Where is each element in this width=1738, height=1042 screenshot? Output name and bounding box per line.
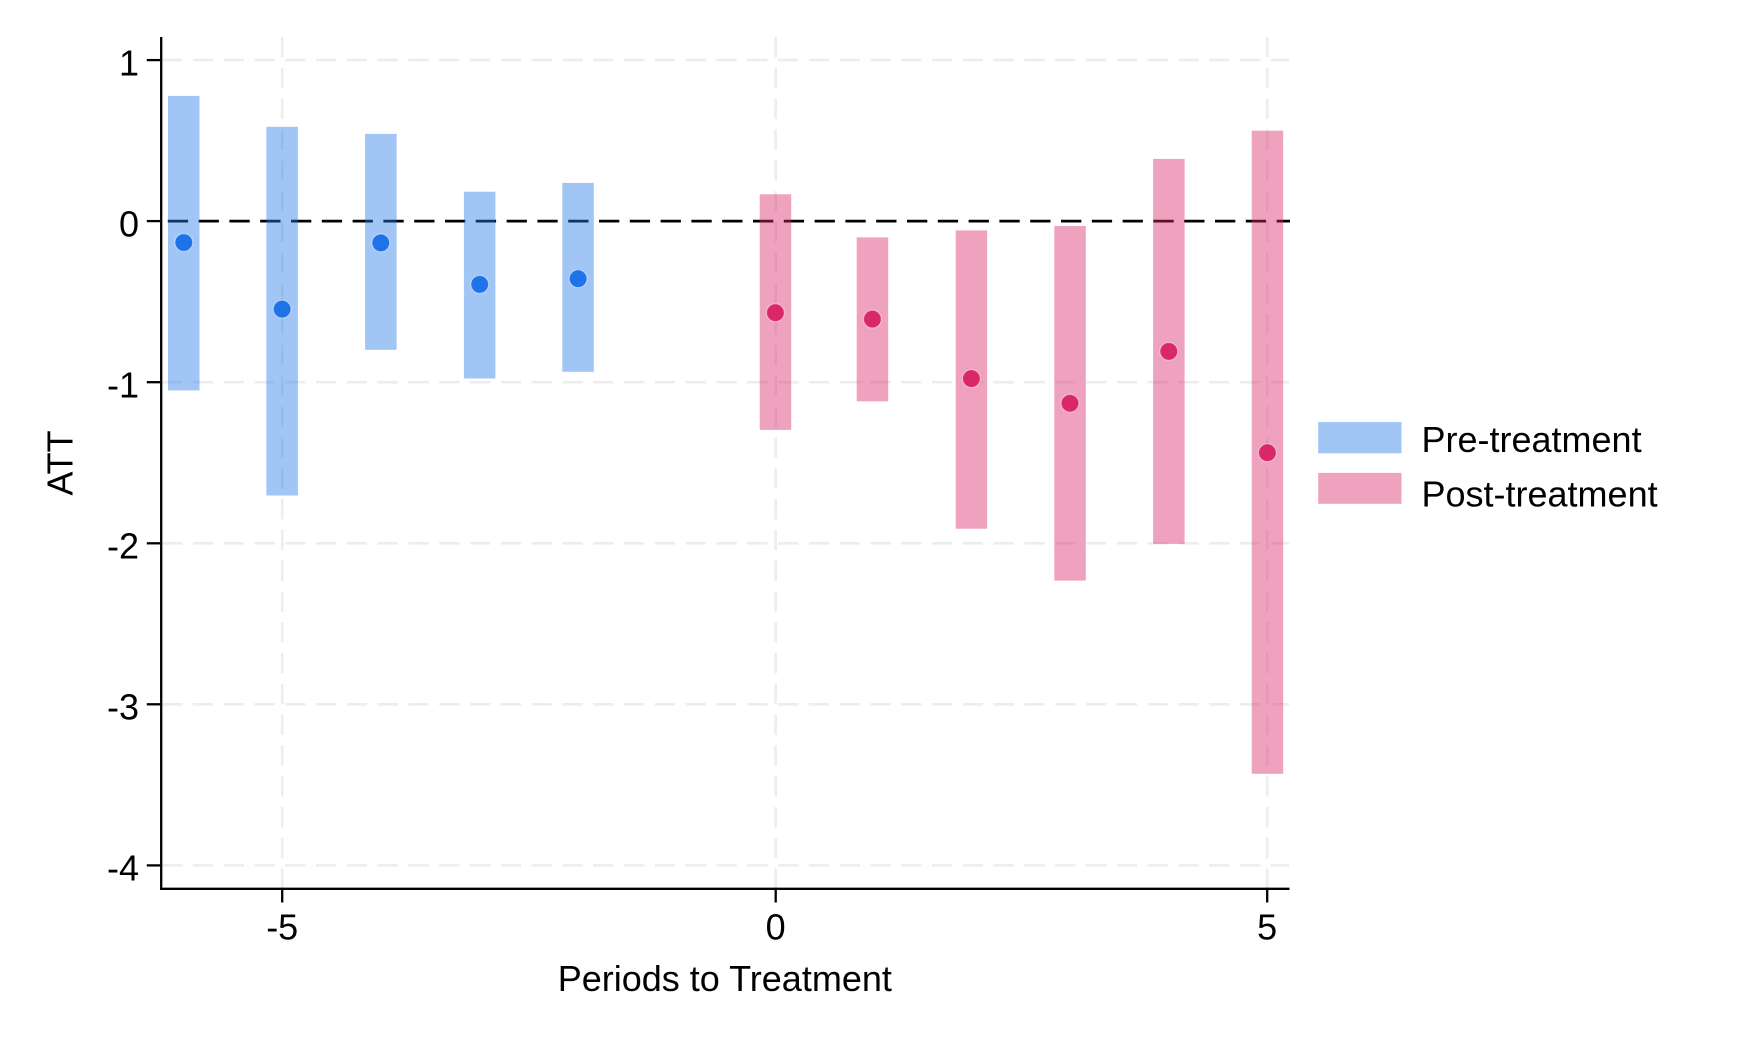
- svg-text:-1: -1: [107, 364, 139, 405]
- svg-text:-2: -2: [107, 526, 139, 567]
- svg-text:1: 1: [119, 42, 139, 83]
- svg-text:-3: -3: [107, 687, 139, 728]
- svg-text:5: 5: [1257, 906, 1277, 947]
- svg-text:-4: -4: [107, 848, 139, 889]
- svg-text:0: 0: [766, 906, 786, 947]
- svg-text:-5: -5: [266, 906, 298, 947]
- svg-text:Periods to Treatment: Periods to Treatment: [558, 958, 892, 999]
- svg-text:Pre-treatment: Pre-treatment: [1422, 419, 1642, 460]
- svg-text:ATT: ATT: [39, 430, 80, 495]
- svg-text:Post-treatment: Post-treatment: [1422, 473, 1658, 514]
- svg-text:0: 0: [119, 203, 139, 244]
